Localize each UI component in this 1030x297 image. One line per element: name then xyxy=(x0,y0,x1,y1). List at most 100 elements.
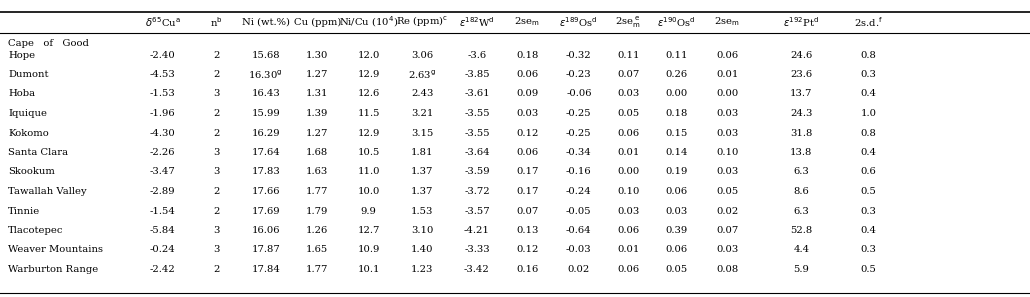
Text: 0.03: 0.03 xyxy=(716,109,739,118)
Text: 0.12: 0.12 xyxy=(516,129,539,138)
Text: 0.03: 0.03 xyxy=(516,109,539,118)
Text: 11.0: 11.0 xyxy=(357,168,380,176)
Text: Kokomo: Kokomo xyxy=(8,129,48,138)
Text: 17.83: 17.83 xyxy=(251,168,280,176)
Text: 0.03: 0.03 xyxy=(617,89,640,99)
Text: 10.5: 10.5 xyxy=(357,148,380,157)
Text: 0.26: 0.26 xyxy=(665,70,688,79)
Text: 2se$_{\rm m}$: 2se$_{\rm m}$ xyxy=(715,16,740,29)
Text: -3.57: -3.57 xyxy=(465,206,489,216)
Text: 3.21: 3.21 xyxy=(411,109,434,118)
Text: 0.03: 0.03 xyxy=(665,206,688,216)
Text: -0.03: -0.03 xyxy=(566,246,591,255)
Text: Cu (ppm): Cu (ppm) xyxy=(294,18,341,26)
Text: Hoba: Hoba xyxy=(8,89,35,99)
Text: -0.64: -0.64 xyxy=(566,226,591,235)
Text: 2: 2 xyxy=(213,70,219,79)
Text: -0.23: -0.23 xyxy=(566,70,591,79)
Text: -0.34: -0.34 xyxy=(566,148,591,157)
Text: -5.84: -5.84 xyxy=(150,226,175,235)
Text: 0.10: 0.10 xyxy=(617,187,640,196)
Text: 1.65: 1.65 xyxy=(306,246,329,255)
Text: 0.5: 0.5 xyxy=(860,265,877,274)
Text: 1.77: 1.77 xyxy=(306,265,329,274)
Text: Ni (wt.%): Ni (wt.%) xyxy=(242,18,289,26)
Text: 13.7: 13.7 xyxy=(790,89,813,99)
Text: 0.01: 0.01 xyxy=(617,246,640,255)
Text: 2s.d.$^{\rm f}$: 2s.d.$^{\rm f}$ xyxy=(854,15,883,29)
Text: 17.64: 17.64 xyxy=(251,148,280,157)
Text: 3: 3 xyxy=(213,246,219,255)
Text: 2: 2 xyxy=(213,50,219,59)
Text: -3.55: -3.55 xyxy=(465,109,489,118)
Text: 0.00: 0.00 xyxy=(665,89,688,99)
Text: 3.10: 3.10 xyxy=(411,226,434,235)
Text: $\varepsilon^{192}$Pt$^{\rm d}$: $\varepsilon^{192}$Pt$^{\rm d}$ xyxy=(783,15,820,29)
Text: 15.99: 15.99 xyxy=(251,109,280,118)
Text: 0.13: 0.13 xyxy=(516,226,539,235)
Text: 0.09: 0.09 xyxy=(516,89,539,99)
Text: 0.8: 0.8 xyxy=(860,50,877,59)
Text: 0.07: 0.07 xyxy=(716,226,739,235)
Text: -2.40: -2.40 xyxy=(150,50,175,59)
Text: 10.1: 10.1 xyxy=(357,265,380,274)
Text: 1.63: 1.63 xyxy=(306,168,329,176)
Text: 0.06: 0.06 xyxy=(516,148,539,157)
Text: 0.08: 0.08 xyxy=(716,265,739,274)
Text: 0.07: 0.07 xyxy=(617,70,640,79)
Text: -2.26: -2.26 xyxy=(150,148,175,157)
Text: -0.16: -0.16 xyxy=(566,168,591,176)
Text: Tinnie: Tinnie xyxy=(8,206,40,216)
Text: 12.9: 12.9 xyxy=(357,70,380,79)
Text: -0.25: -0.25 xyxy=(566,109,591,118)
Text: Re (ppm)$^{\rm c}$: Re (ppm)$^{\rm c}$ xyxy=(397,15,448,29)
Text: 0.17: 0.17 xyxy=(516,168,539,176)
Text: Santa Clara: Santa Clara xyxy=(8,148,68,157)
Text: Skookum: Skookum xyxy=(8,168,55,176)
Text: 0.3: 0.3 xyxy=(860,246,877,255)
Text: 0.5: 0.5 xyxy=(860,187,877,196)
Text: 24.6: 24.6 xyxy=(790,50,813,59)
Text: 0.06: 0.06 xyxy=(716,50,739,59)
Text: 4.4: 4.4 xyxy=(793,246,810,255)
Text: 6.3: 6.3 xyxy=(793,168,810,176)
Text: 0.18: 0.18 xyxy=(516,50,539,59)
Text: 17.84: 17.84 xyxy=(251,265,280,274)
Text: 1.23: 1.23 xyxy=(411,265,434,274)
Text: -3.55: -3.55 xyxy=(465,129,489,138)
Text: $\varepsilon^{189}$Os$^{\rm d}$: $\varepsilon^{189}$Os$^{\rm d}$ xyxy=(559,15,598,29)
Text: 12.0: 12.0 xyxy=(357,50,380,59)
Text: -4.30: -4.30 xyxy=(150,129,175,138)
Text: 13.8: 13.8 xyxy=(790,148,813,157)
Text: -4.21: -4.21 xyxy=(464,226,490,235)
Text: 0.05: 0.05 xyxy=(716,187,739,196)
Text: 0.00: 0.00 xyxy=(716,89,739,99)
Text: 9.9: 9.9 xyxy=(360,206,377,216)
Text: 17.69: 17.69 xyxy=(251,206,280,216)
Text: 16.43: 16.43 xyxy=(251,89,280,99)
Text: 0.3: 0.3 xyxy=(860,206,877,216)
Text: 12.6: 12.6 xyxy=(357,89,380,99)
Text: 3: 3 xyxy=(213,89,219,99)
Text: 0.07: 0.07 xyxy=(516,206,539,216)
Text: 0.4: 0.4 xyxy=(860,148,877,157)
Text: 2: 2 xyxy=(213,129,219,138)
Text: 1.39: 1.39 xyxy=(306,109,329,118)
Text: Tawallah Valley: Tawallah Valley xyxy=(8,187,87,196)
Text: 0.03: 0.03 xyxy=(617,206,640,216)
Text: 2.43: 2.43 xyxy=(411,89,434,99)
Text: $\delta^{65}$Cu$^{\rm a}$: $\delta^{65}$Cu$^{\rm a}$ xyxy=(145,15,180,29)
Text: 2: 2 xyxy=(213,206,219,216)
Text: 1.81: 1.81 xyxy=(411,148,434,157)
Text: 2: 2 xyxy=(213,265,219,274)
Text: 2.63$^{\rm g}$: 2.63$^{\rm g}$ xyxy=(408,68,437,81)
Text: -4.53: -4.53 xyxy=(150,70,175,79)
Text: -3.85: -3.85 xyxy=(465,70,489,79)
Text: 1.68: 1.68 xyxy=(306,148,329,157)
Text: -1.96: -1.96 xyxy=(150,109,175,118)
Text: 0.06: 0.06 xyxy=(617,226,640,235)
Text: 0.6: 0.6 xyxy=(860,168,877,176)
Text: 0.12: 0.12 xyxy=(516,246,539,255)
Text: Tlacotepec: Tlacotepec xyxy=(8,226,64,235)
Text: 6.3: 6.3 xyxy=(793,206,810,216)
